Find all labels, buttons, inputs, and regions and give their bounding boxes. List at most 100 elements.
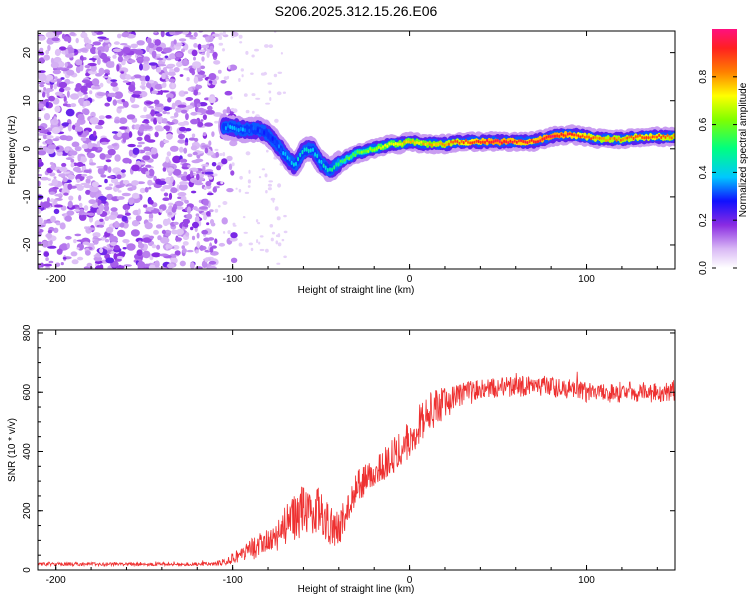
noise-blob: [168, 182, 173, 188]
noise-blob: [88, 227, 96, 231]
noise-blob: [82, 241, 90, 245]
noise-blob: [76, 247, 80, 250]
ridge-cell: [473, 140, 476, 144]
ridge-cell: [651, 135, 654, 139]
noise-blob: [183, 147, 188, 154]
noise-blob: [206, 150, 214, 156]
noise-blob: [276, 216, 281, 221]
noise-blob: [80, 32, 88, 39]
noise-blob: [244, 191, 250, 194]
noise-blob: [75, 37, 79, 44]
noise-blob: [130, 229, 140, 237]
noise-blob: [38, 73, 47, 82]
ridge-cell: [407, 140, 410, 144]
noise-blob: [261, 168, 266, 171]
noise-blob: [78, 194, 82, 201]
noise-blob: [218, 242, 226, 247]
noise-blob: [127, 143, 136, 148]
noise-blob: [92, 86, 101, 90]
noise-blob: [51, 178, 58, 186]
noise-blob: [121, 215, 128, 222]
noise-blob: [218, 35, 223, 41]
noise-blob: [179, 126, 187, 132]
noise-blob: [54, 193, 63, 197]
noise-blob: [195, 213, 200, 217]
noise-blob: [121, 32, 129, 38]
noise-blob: [200, 44, 210, 49]
noise-blob: [213, 60, 221, 65]
noise-blob: [136, 136, 143, 141]
noise-blob: [142, 56, 150, 63]
noise-blob: [87, 62, 97, 67]
noise-blob: [38, 250, 42, 253]
ridge-cell: [564, 134, 567, 138]
noise-blob: [89, 186, 99, 193]
noise-blob: [49, 162, 54, 165]
noise-blob: [165, 244, 169, 250]
noise-blob: [50, 164, 56, 171]
colorbar-tick-label: 0.6: [698, 117, 709, 131]
noise-blob: [155, 66, 162, 73]
noise-blob: [255, 219, 259, 223]
noise-blob: [270, 237, 274, 242]
noise-blob: [184, 142, 189, 146]
noise-blob: [70, 158, 75, 163]
noise-blob: [94, 125, 104, 130]
noise-blob: [211, 33, 221, 37]
noise-blob: [269, 97, 272, 101]
noise-blob: [99, 218, 104, 222]
ridge-cell: [244, 128, 246, 133]
ridge-cell: [579, 135, 582, 139]
noise-blob: [265, 190, 268, 194]
noise-blob: [265, 102, 271, 105]
noise-blob: [199, 206, 208, 210]
noise-blob: [159, 253, 169, 257]
noise-blob: [45, 257, 49, 262]
noise-blob: [89, 117, 100, 125]
noise-blob: [194, 216, 200, 224]
noise-blob: [100, 174, 107, 178]
noise-blob: [206, 192, 214, 196]
noise-blob: [127, 59, 136, 64]
noise-blob: [243, 93, 248, 97]
noise-blob: [205, 180, 212, 187]
noise-blob: [125, 129, 130, 134]
noise-blob: [56, 222, 61, 226]
noise-blob: [199, 65, 206, 70]
noise-blob: [61, 162, 67, 168]
noise-blob: [126, 114, 136, 120]
ridge-cell: [286, 155, 289, 160]
ridge-cell: [645, 136, 648, 140]
snr-panel: -200 -100 0 100 0 200 400 600 800 Height of stra…: [7, 324, 676, 595]
noise-blob: [104, 44, 109, 53]
noise-blob: [105, 257, 115, 264]
noise-blob: [250, 72, 254, 75]
noise-blob: [179, 146, 184, 153]
noise-blob: [57, 61, 65, 68]
ridge-cell: [549, 135, 552, 139]
noise-blob: [138, 125, 145, 133]
noise-blob: [191, 235, 196, 241]
noise-blob: [116, 174, 122, 180]
noise-blob: [116, 265, 125, 269]
noise-blob: [194, 101, 198, 108]
noise-blob: [240, 68, 244, 72]
ridge-cell: [379, 146, 382, 150]
noise-blob: [171, 82, 175, 89]
ridge-cell: [239, 126, 242, 132]
noise-blob: [185, 128, 192, 132]
noise-blob: [68, 195, 74, 201]
noise-blob: [154, 83, 163, 90]
snr-series-line: [38, 371, 675, 568]
noise-blob: [197, 121, 204, 128]
noise-blob: [50, 215, 56, 223]
noise-blob: [204, 147, 209, 154]
ridge-cell: [507, 141, 510, 145]
noise-blob: [110, 207, 118, 212]
noise-blob: [81, 173, 88, 177]
ridge-cell: [343, 158, 346, 162]
noise-blob: [45, 49, 50, 55]
noise-blob: [122, 80, 129, 83]
ridge-cell: [273, 139, 276, 145]
